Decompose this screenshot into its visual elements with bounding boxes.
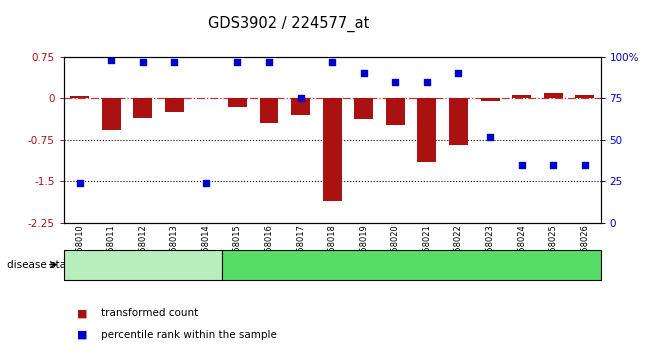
Bar: [291, 98, 310, 115]
Point: [169, 59, 180, 64]
Text: ■: ■: [77, 308, 88, 318]
Bar: [544, 93, 563, 98]
Point: [453, 70, 464, 76]
Text: disease state: disease state: [7, 259, 76, 270]
Point: [579, 162, 590, 168]
Point: [264, 59, 274, 64]
Point: [74, 180, 85, 186]
Bar: [134, 98, 152, 118]
Text: ■: ■: [77, 330, 88, 339]
Bar: [165, 98, 184, 112]
Bar: [512, 96, 531, 98]
Point: [516, 162, 527, 168]
Point: [421, 79, 432, 84]
Bar: [449, 98, 468, 145]
Point: [106, 57, 117, 63]
Text: GDS3902 / 224577_at: GDS3902 / 224577_at: [208, 16, 369, 32]
Bar: [70, 96, 89, 98]
Bar: [260, 98, 278, 123]
Point: [201, 180, 211, 186]
Point: [548, 162, 558, 168]
Point: [484, 134, 495, 139]
Text: chronic B-lymphocytic leukemia: chronic B-lymphocytic leukemia: [322, 259, 500, 270]
Bar: [323, 98, 342, 201]
Bar: [228, 98, 247, 107]
Point: [358, 70, 369, 76]
Point: [138, 59, 148, 64]
Text: healthy control: healthy control: [101, 259, 185, 270]
Point: [327, 59, 338, 64]
Bar: [101, 98, 121, 130]
Bar: [354, 98, 373, 119]
Point: [390, 79, 401, 84]
Bar: [386, 98, 405, 125]
Point: [295, 95, 306, 101]
Bar: [575, 96, 595, 98]
Text: transformed count: transformed count: [101, 308, 198, 318]
Text: percentile rank within the sample: percentile rank within the sample: [101, 330, 276, 339]
Bar: [480, 98, 499, 101]
Bar: [417, 98, 436, 162]
Point: [232, 59, 243, 64]
